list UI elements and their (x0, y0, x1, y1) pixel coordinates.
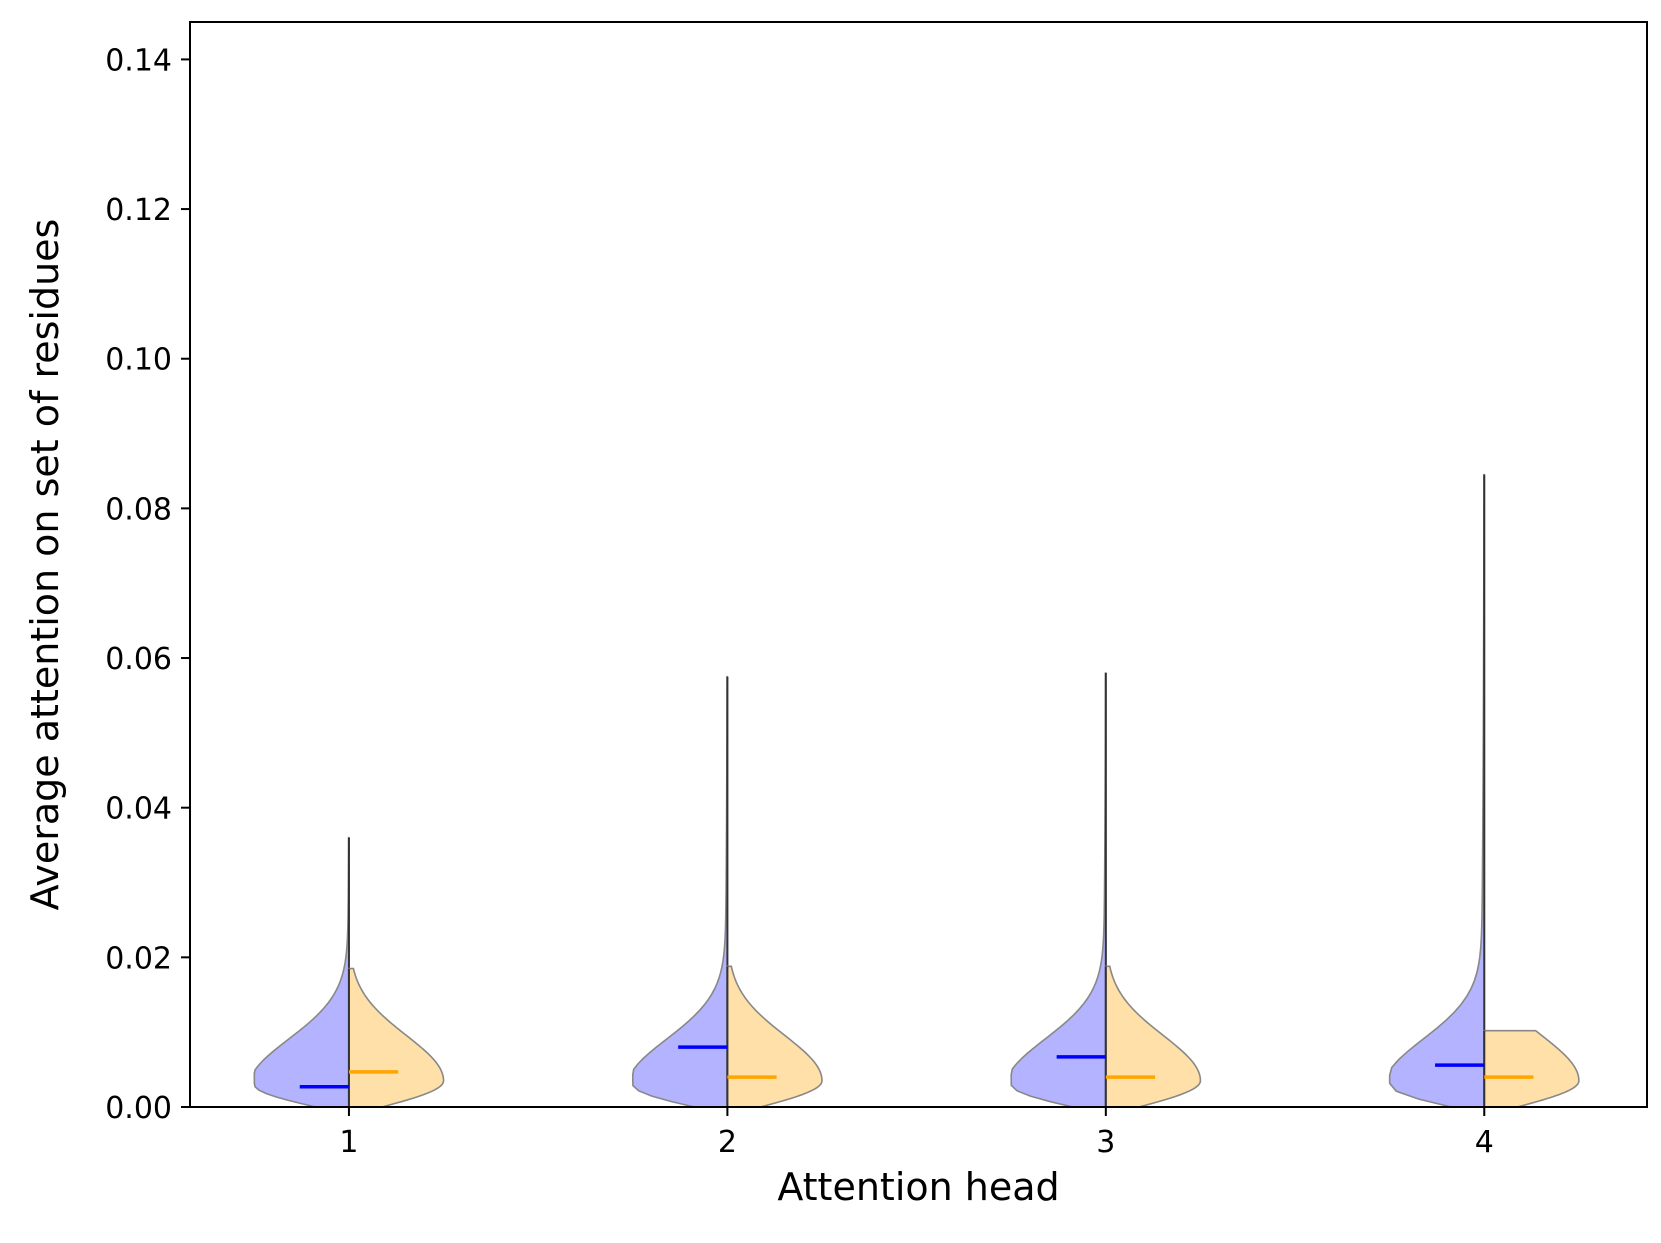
y-tick-label: 0.12 (105, 193, 172, 228)
axes-frame (189, 21, 1648, 1108)
violin-right-2 (726, 965, 823, 1108)
violin-right-3 (1105, 965, 1202, 1108)
x-tick-label: 2 (718, 1125, 737, 1160)
y-tick-label: 0.02 (105, 941, 172, 976)
x-axis-title: Attention head (777, 1165, 1059, 1209)
y-tick-label: 0.00 (105, 1091, 172, 1126)
x-tick-label: 4 (1475, 1125, 1494, 1160)
y-tick-label: 0.14 (105, 43, 172, 78)
x-tick-label: 1 (339, 1125, 358, 1160)
y-axis-title: Average attention on set of residues (23, 219, 67, 911)
y-tick-label: 0.10 (105, 343, 172, 378)
y-tick-label: 0.04 (105, 792, 172, 827)
violin-left-1 (253, 836, 350, 1108)
y-tick-label: 0.08 (105, 492, 172, 527)
x-tick-label: 3 (1096, 1125, 1115, 1160)
y-axis: 0.00 0.02 0.04 0.06 0.08 0.10 0.12 0.14 (105, 43, 190, 1126)
violin-right-1 (348, 967, 445, 1108)
violin-right-4 (1483, 1029, 1580, 1108)
violin-left-3 (1010, 672, 1107, 1108)
violin-left-4 (1388, 473, 1486, 1108)
violin-left-2 (631, 675, 729, 1108)
violin-group (253, 473, 1580, 1108)
y-tick-label: 0.06 (105, 642, 172, 677)
median-group (299, 1045, 1534, 1089)
x-axis: 1 2 3 4 (339, 1107, 1494, 1160)
